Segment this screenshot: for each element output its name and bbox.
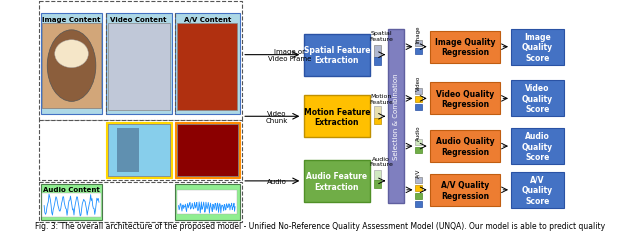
Bar — [511, 81, 564, 117]
Bar — [39, 182, 242, 222]
Bar — [374, 180, 381, 188]
Bar — [304, 160, 371, 202]
Bar — [429, 131, 500, 162]
Text: Video
Chunk: Video Chunk — [266, 110, 288, 123]
Text: Spatial Feature
Extraction: Spatial Feature Extraction — [303, 46, 370, 65]
Text: A/V
Quality
Score: A/V Quality Score — [522, 175, 553, 205]
Bar — [39, 121, 242, 180]
Text: Audio: Audio — [267, 178, 287, 184]
Text: A/V: A/V — [415, 167, 420, 177]
Bar — [415, 147, 422, 153]
Bar — [415, 89, 422, 95]
Bar — [415, 97, 422, 103]
Text: Video Content: Video Content — [111, 17, 167, 23]
Text: Image
Quality
Score: Image Quality Score — [522, 33, 553, 62]
Bar — [177, 125, 238, 176]
Bar — [42, 24, 100, 109]
Text: Spatial
Feature: Spatial Feature — [369, 31, 393, 42]
Text: Video: Video — [415, 76, 420, 91]
Bar — [415, 201, 422, 207]
Bar — [429, 174, 500, 206]
Bar — [374, 119, 381, 125]
Bar — [374, 46, 381, 57]
Bar — [415, 140, 422, 146]
Bar — [511, 172, 564, 208]
Bar — [177, 190, 237, 214]
Bar — [108, 24, 170, 111]
Text: Audio Quality
Regression: Audio Quality Regression — [436, 137, 494, 156]
Bar — [374, 57, 381, 65]
Bar — [415, 185, 422, 191]
Bar — [108, 125, 170, 176]
Bar — [415, 177, 422, 183]
Ellipse shape — [47, 31, 96, 102]
Bar — [374, 107, 381, 119]
Text: A/V Content: A/V Content — [184, 17, 232, 23]
Bar — [511, 129, 564, 164]
Text: Audio Feature
Extraction: Audio Feature Extraction — [306, 171, 367, 191]
Bar — [116, 129, 139, 172]
Bar — [108, 125, 170, 176]
Text: Audio
Feature: Audio Feature — [369, 156, 393, 167]
Bar — [304, 35, 371, 76]
Text: Motion
Feature: Motion Feature — [369, 94, 393, 104]
Text: Image Content: Image Content — [42, 17, 100, 23]
Bar — [304, 96, 371, 137]
Text: Selection & Combination: Selection & Combination — [393, 73, 399, 159]
Bar — [415, 49, 422, 55]
Text: Fig. 3: The overall architecture of the proposed model - Unified No-Reference Qu: Fig. 3: The overall architecture of the … — [35, 221, 605, 230]
Bar — [415, 105, 422, 111]
Bar — [511, 30, 564, 65]
Bar — [177, 24, 237, 111]
Bar — [39, 2, 242, 121]
Bar — [175, 14, 241, 115]
Bar — [415, 41, 422, 46]
Bar — [374, 170, 381, 180]
Ellipse shape — [55, 41, 88, 68]
Bar — [415, 193, 422, 199]
Text: Video
Quality
Score: Video Quality Score — [522, 84, 553, 114]
Bar — [429, 83, 500, 115]
Bar — [40, 14, 102, 115]
Bar — [106, 123, 172, 178]
Bar — [40, 184, 102, 220]
Bar — [429, 32, 500, 63]
Bar — [106, 14, 172, 115]
Bar — [175, 184, 241, 220]
Bar — [177, 125, 238, 176]
Bar — [42, 24, 100, 109]
Text: Audio Content: Audio Content — [43, 186, 100, 192]
Bar — [175, 123, 241, 178]
Text: Image Quality
Regression: Image Quality Regression — [435, 38, 495, 57]
Bar — [388, 30, 404, 203]
Text: Image or
Video Frame: Image or Video Frame — [268, 49, 312, 62]
Text: Audio: Audio — [415, 125, 420, 140]
Text: Motion Feature
Extraction: Motion Feature Extraction — [303, 107, 370, 126]
Text: Image: Image — [415, 25, 420, 42]
Text: Audio
Quality
Score: Audio Quality Score — [522, 132, 553, 161]
Text: Video Quality
Regression: Video Quality Regression — [436, 89, 494, 109]
Bar — [42, 193, 100, 217]
Text: A/V Quality
Regression: A/V Quality Regression — [441, 180, 489, 200]
